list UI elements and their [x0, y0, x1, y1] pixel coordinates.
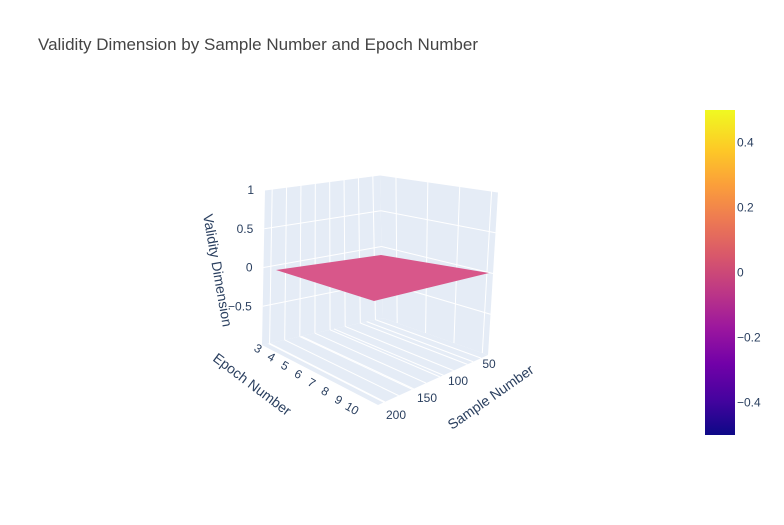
x-grid-line — [395, 177, 398, 324]
x-floor-grid-line — [301, 335, 414, 390]
y-tick-label: 7 — [305, 375, 318, 391]
z-axis-title: Validity Dimension — [200, 213, 236, 328]
y-tick-label: 6 — [292, 367, 305, 383]
y-tick-label: 8 — [319, 384, 332, 400]
colorbar — [705, 110, 735, 435]
x-tick-label: 100 — [448, 374, 468, 388]
x-grid-line — [481, 191, 493, 354]
colorbar-tick-label: −0.4 — [737, 396, 761, 410]
y-axis-title: Epoch Number — [210, 350, 294, 419]
z-grid-line — [264, 210, 381, 230]
y-tick-label: 9 — [332, 392, 345, 408]
y-floor-grid-line — [375, 319, 482, 359]
y-grid-line — [284, 187, 288, 340]
y-floor-grid-line — [284, 339, 399, 397]
y-floor-grid-line — [314, 332, 427, 384]
y-tick-label: 3 — [252, 341, 265, 357]
z-grid-line — [381, 246, 494, 274]
x-tick-label: 50 — [482, 357, 496, 371]
back-wall-epoch-axis — [262, 175, 383, 345]
y-grid-line — [357, 177, 361, 324]
y-floor-grid-line — [269, 342, 386, 403]
z-grid-line — [380, 210, 496, 234]
x-axis-title: Sample Number — [445, 361, 537, 432]
y-tick-label: 5 — [278, 358, 291, 374]
y-floor-grid-line — [344, 325, 454, 372]
x-grid-line — [425, 181, 429, 334]
colorbar-tick-label: 0.4 — [737, 136, 754, 150]
y-floor-grid-line — [360, 322, 468, 365]
y-grid-line — [343, 179, 346, 327]
z-grid-line — [379, 174, 499, 193]
x-floor-grid-line — [268, 343, 385, 403]
colorbar-tick-label: −0.2 — [737, 331, 761, 345]
x-tick-label: 150 — [417, 391, 437, 405]
z-grid-line — [263, 246, 382, 268]
colorbar-tick-label: 0 — [737, 266, 744, 280]
x-tick-label: 200 — [386, 408, 406, 422]
y-grid-line — [269, 189, 273, 344]
z-tick-label: 1 — [247, 183, 254, 197]
z-grid-line — [264, 174, 381, 191]
z-tick-label: 0 — [246, 261, 253, 275]
validity-surface[interactable] — [276, 255, 489, 301]
y-floor-grid-line — [329, 329, 441, 378]
z-tick-label: 0.5 — [237, 222, 254, 236]
x-grid-line — [453, 186, 461, 344]
z-tick-label: −0.5 — [228, 299, 252, 313]
y-grid-line — [299, 185, 302, 337]
x-floor-grid-line — [333, 328, 444, 376]
y-floor-grid-line — [299, 336, 413, 390]
y-tick-label: 10 — [343, 399, 362, 418]
y-tick-label: 4 — [265, 349, 278, 365]
x-floor-grid-line — [366, 321, 474, 363]
chart-title: Validity Dimension by Sample Number and … — [38, 35, 478, 54]
colorbar-tick-label: 0.2 — [737, 201, 754, 215]
